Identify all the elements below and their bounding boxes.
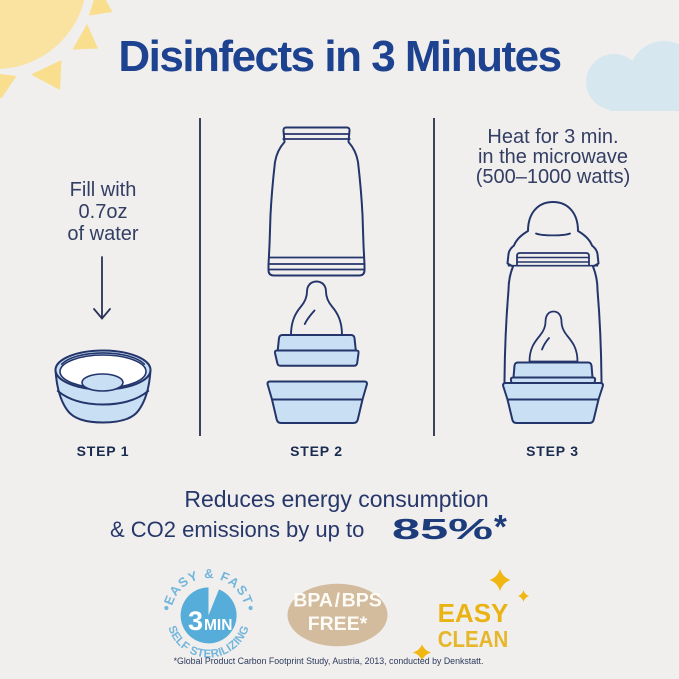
svg-text:MIN: MIN: [204, 617, 232, 634]
svg-text:FREE*: FREE*: [308, 613, 368, 635]
svg-text:3: 3: [188, 606, 203, 636]
svg-text:BPA / BPS: BPA / BPS: [293, 590, 382, 612]
